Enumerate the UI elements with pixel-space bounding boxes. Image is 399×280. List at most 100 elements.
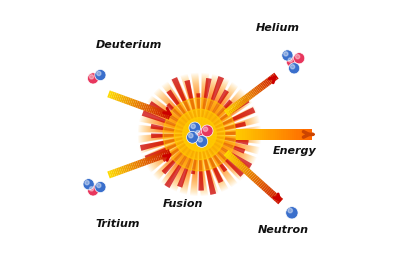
Polygon shape [148, 134, 200, 160]
Polygon shape [200, 105, 223, 134]
Polygon shape [144, 134, 200, 151]
Polygon shape [167, 134, 200, 137]
Polygon shape [158, 134, 200, 154]
Polygon shape [200, 134, 206, 186]
Polygon shape [200, 134, 221, 147]
Polygon shape [165, 150, 170, 157]
Polygon shape [200, 134, 237, 148]
Polygon shape [200, 109, 227, 134]
Polygon shape [200, 134, 217, 161]
Polygon shape [200, 123, 218, 134]
Polygon shape [188, 134, 200, 135]
Polygon shape [200, 134, 223, 144]
Polygon shape [200, 115, 211, 134]
Polygon shape [200, 122, 210, 134]
Polygon shape [161, 94, 200, 134]
Polygon shape [200, 134, 212, 149]
Polygon shape [190, 134, 200, 146]
Polygon shape [181, 119, 200, 134]
Polygon shape [200, 96, 252, 134]
Polygon shape [200, 106, 216, 134]
Polygon shape [109, 91, 113, 99]
Polygon shape [200, 134, 205, 155]
Polygon shape [200, 85, 237, 134]
Polygon shape [162, 134, 200, 160]
Polygon shape [149, 134, 200, 141]
Polygon shape [188, 132, 200, 134]
Polygon shape [200, 134, 220, 165]
Polygon shape [200, 134, 238, 174]
Polygon shape [200, 127, 258, 134]
Polygon shape [196, 119, 200, 134]
Polygon shape [200, 134, 257, 154]
Polygon shape [200, 134, 211, 148]
Polygon shape [200, 99, 250, 134]
Polygon shape [199, 123, 200, 134]
Text: Energy: Energy [273, 146, 316, 156]
Polygon shape [191, 121, 200, 134]
Polygon shape [200, 134, 242, 167]
Polygon shape [164, 134, 200, 168]
Polygon shape [132, 99, 136, 107]
Polygon shape [200, 134, 231, 153]
Polygon shape [171, 94, 200, 134]
Polygon shape [144, 157, 148, 165]
Polygon shape [172, 118, 200, 134]
Polygon shape [161, 134, 200, 153]
Polygon shape [200, 112, 213, 134]
Polygon shape [135, 161, 140, 168]
Polygon shape [200, 134, 247, 143]
Polygon shape [200, 99, 219, 134]
Polygon shape [157, 102, 200, 134]
Polygon shape [200, 134, 231, 159]
Polygon shape [200, 134, 243, 150]
Polygon shape [166, 87, 200, 134]
Polygon shape [192, 106, 200, 134]
Polygon shape [200, 132, 226, 135]
Polygon shape [200, 134, 245, 159]
Polygon shape [200, 128, 250, 134]
Polygon shape [200, 134, 245, 169]
Polygon shape [200, 128, 225, 134]
Polygon shape [200, 92, 223, 134]
Polygon shape [142, 115, 200, 134]
Polygon shape [185, 129, 200, 134]
Polygon shape [181, 106, 200, 134]
Polygon shape [192, 134, 200, 175]
Polygon shape [258, 181, 265, 188]
Polygon shape [200, 82, 238, 134]
Polygon shape [264, 79, 270, 86]
Polygon shape [238, 99, 244, 106]
Polygon shape [156, 134, 200, 139]
Polygon shape [132, 162, 136, 169]
Polygon shape [187, 134, 200, 135]
Polygon shape [200, 111, 213, 134]
Polygon shape [184, 116, 200, 134]
Polygon shape [166, 134, 200, 179]
Polygon shape [186, 123, 200, 134]
Polygon shape [184, 134, 200, 160]
Polygon shape [176, 134, 200, 177]
Polygon shape [173, 113, 200, 134]
Polygon shape [190, 134, 200, 142]
Polygon shape [170, 134, 200, 191]
Polygon shape [200, 97, 239, 134]
Polygon shape [183, 134, 200, 145]
Polygon shape [186, 134, 200, 172]
Polygon shape [150, 106, 154, 113]
Polygon shape [142, 110, 200, 134]
Polygon shape [200, 121, 245, 134]
Polygon shape [123, 165, 127, 173]
Polygon shape [185, 85, 200, 134]
Polygon shape [200, 104, 224, 134]
Polygon shape [200, 130, 219, 134]
Polygon shape [191, 134, 200, 174]
Polygon shape [200, 134, 223, 160]
Polygon shape [150, 124, 200, 134]
Polygon shape [200, 84, 226, 134]
Polygon shape [174, 134, 200, 167]
Polygon shape [190, 134, 200, 150]
Polygon shape [193, 82, 200, 134]
Polygon shape [200, 134, 253, 143]
Polygon shape [200, 134, 228, 151]
